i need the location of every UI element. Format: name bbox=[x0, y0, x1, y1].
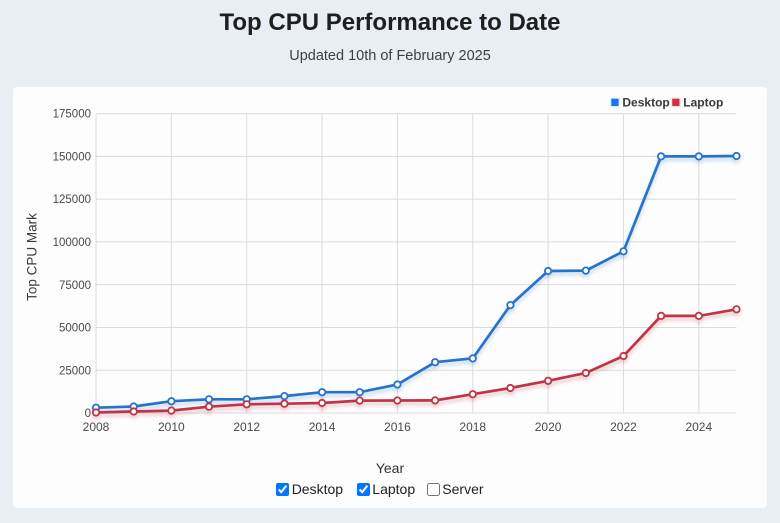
svg-text:75000: 75000 bbox=[59, 280, 91, 292]
svg-text:2024: 2024 bbox=[685, 420, 712, 434]
svg-text:2012: 2012 bbox=[233, 420, 260, 434]
svg-text:2010: 2010 bbox=[158, 420, 185, 434]
svg-text:2008: 2008 bbox=[83, 420, 110, 434]
svg-text:0: 0 bbox=[85, 408, 91, 420]
svg-text:25000: 25000 bbox=[59, 365, 91, 377]
svg-text:2016: 2016 bbox=[384, 420, 411, 434]
svg-text:2022: 2022 bbox=[610, 420, 637, 434]
svg-text:2014: 2014 bbox=[309, 420, 336, 434]
svg-text:150000: 150000 bbox=[53, 151, 91, 163]
svg-text:125000: 125000 bbox=[53, 194, 91, 206]
svg-text:100000: 100000 bbox=[53, 237, 91, 249]
svg-text:2020: 2020 bbox=[535, 420, 562, 434]
svg-text:2018: 2018 bbox=[459, 420, 486, 434]
svg-text:50000: 50000 bbox=[59, 323, 91, 335]
svg-text:Top CPU Mark: Top CPU Mark bbox=[25, 213, 40, 301]
svg-text:Laptop: Laptop bbox=[683, 96, 723, 110]
svg-text:175000: 175000 bbox=[53, 109, 91, 121]
svg-text:Desktop: Desktop bbox=[622, 96, 669, 110]
